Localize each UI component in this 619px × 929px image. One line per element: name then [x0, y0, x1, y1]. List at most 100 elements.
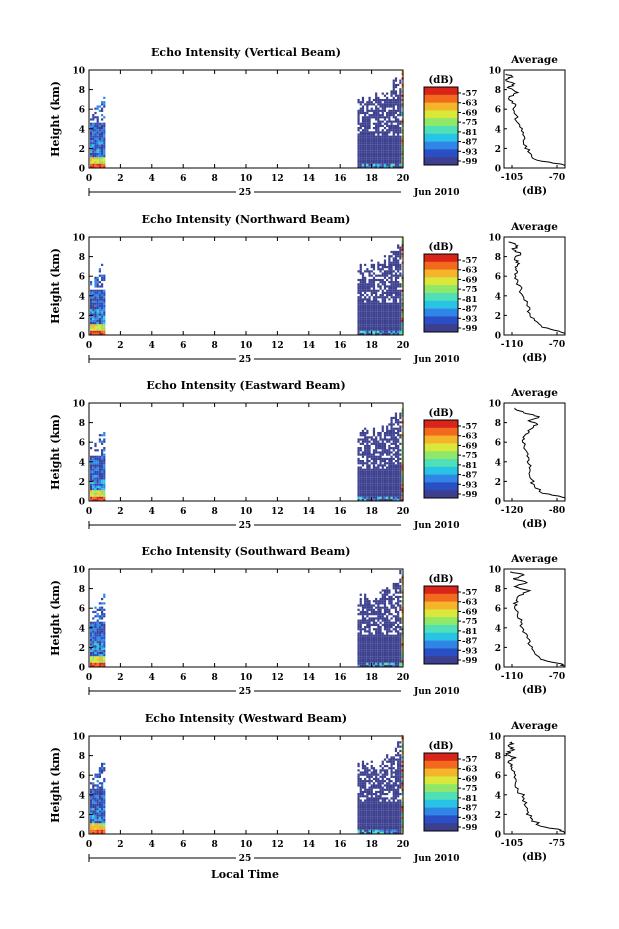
heatmap-cell: [386, 784, 389, 787]
heatmap-cell: [386, 285, 389, 288]
heatmap-cell: [361, 654, 365, 657]
heatmap-cell: [364, 641, 367, 644]
heatmap-cell: [386, 782, 389, 785]
heatmap-cell: [379, 311, 382, 314]
heatmap-cell: [390, 309, 393, 312]
heatmap-cell: [103, 812, 106, 815]
heatmap-cell: [94, 651, 97, 655]
heatmap-cell: [94, 459, 97, 463]
heatmap-cell: [364, 651, 367, 655]
heatmap-cell: [379, 597, 382, 601]
heatmap-cell: [379, 795, 382, 798]
heatmap-cell: [392, 821, 395, 824]
heatmap-cell: [379, 278, 382, 282]
heatmap-cell: [368, 161, 371, 164]
colorbar-segment: [424, 459, 458, 468]
heatmap-cell: [92, 632, 95, 635]
colorbar-tick-label: -69: [462, 774, 477, 784]
heatmap-cell: [372, 326, 376, 329]
heatmap-cell: [361, 475, 365, 478]
heatmap-cell: [394, 481, 398, 484]
heatmap-cell: [399, 823, 402, 826]
heatmap-cell: [375, 111, 378, 115]
heatmap-cell: [359, 159, 362, 162]
heatmap-cell: [361, 274, 365, 277]
heatmap-cell: [361, 490, 365, 493]
heatmap-cell: [399, 155, 402, 158]
heatmap-cell: [392, 812, 395, 815]
heatmap-cell: [394, 470, 398, 473]
heatmap-cell: [394, 638, 398, 642]
heatmap-cell: [394, 818, 398, 822]
heatmap-cell: [98, 122, 101, 125]
colorbar-tick-label: -57: [462, 422, 477, 432]
y-tick-label: 8: [79, 752, 85, 762]
heatmap-cell: [366, 775, 369, 778]
heatmap-cell: [96, 322, 99, 325]
heatmap-cell: [392, 496, 395, 499]
heatmap-cell: [388, 790, 391, 794]
heatmap-cell: [372, 814, 376, 817]
heatmap-cell: [96, 296, 99, 299]
heatmap-cell: [386, 477, 389, 480]
heatmap-cell: [359, 818, 362, 822]
heatmap-cell: [375, 825, 378, 828]
heatmap-cell: [372, 263, 376, 267]
heatmap-cell: [359, 621, 362, 624]
heatmap-cell: [372, 799, 376, 802]
heatmap-cell: [381, 332, 384, 335]
heatmap-cell: [375, 139, 378, 143]
heatmap-cell: [94, 498, 97, 501]
heatmap-cell: [379, 490, 382, 493]
x-tick-label: 16: [334, 341, 347, 351]
heatmap-cell: [386, 425, 389, 428]
heatmap-cell: [368, 641, 371, 644]
heatmap-cell: [92, 159, 95, 162]
heatmap-cell: [397, 319, 400, 323]
heatmap-cell: [390, 429, 393, 433]
heatmap-cell: [379, 438, 382, 441]
heatmap-cell: [361, 161, 365, 164]
heatmap-cell: [101, 645, 104, 648]
heatmap-cell: [397, 810, 400, 813]
heatmap-cell: [359, 498, 362, 501]
heatmap-cell: [383, 150, 387, 153]
heatmap-cell: [101, 625, 104, 629]
heatmap-cell: [375, 444, 378, 448]
colorbar-segment: [424, 435, 458, 444]
colorbar-tick-label: -99: [462, 823, 477, 833]
heatmap-cell: [372, 157, 376, 160]
heatmap-cell: [96, 137, 99, 140]
heatmap-cell: [388, 159, 391, 162]
heatmap-cell: [388, 472, 391, 476]
heatmap-cell: [357, 632, 360, 635]
heatmap-cell: [370, 263, 373, 267]
heatmap-cell: [372, 457, 376, 461]
heatmap-cell: [372, 656, 376, 659]
heatmap-cell: [381, 464, 384, 467]
heatmap-cell: [94, 289, 97, 292]
heatmap-cell: [90, 148, 93, 151]
heatmap-cell: [372, 296, 376, 299]
heatmap-cell: [397, 821, 400, 824]
heatmap-cell: [366, 116, 369, 119]
heatmap-cell: [96, 814, 99, 817]
heatmap-cell: [94, 647, 97, 650]
heatmap-cell: [390, 455, 393, 458]
heatmap-cell: [394, 643, 398, 646]
heatmap-cell: [357, 98, 360, 102]
heatmap-cell: [397, 788, 400, 791]
heatmap-cell: [366, 821, 369, 824]
heatmap-cell: [361, 326, 365, 329]
heatmap-cell: [364, 281, 367, 284]
heatmap-cell: [361, 801, 365, 804]
heatmap-cell: [103, 129, 106, 132]
heatmap-cell: [101, 597, 104, 601]
heatmap-cell: [388, 466, 391, 469]
heatmap-cell: [364, 660, 367, 663]
heatmap-cell: [359, 821, 362, 824]
heatmap-cell: [386, 827, 389, 830]
heatmap-cell: [357, 291, 360, 295]
heatmap-cell: [397, 805, 400, 809]
heatmap-cell: [386, 756, 389, 759]
